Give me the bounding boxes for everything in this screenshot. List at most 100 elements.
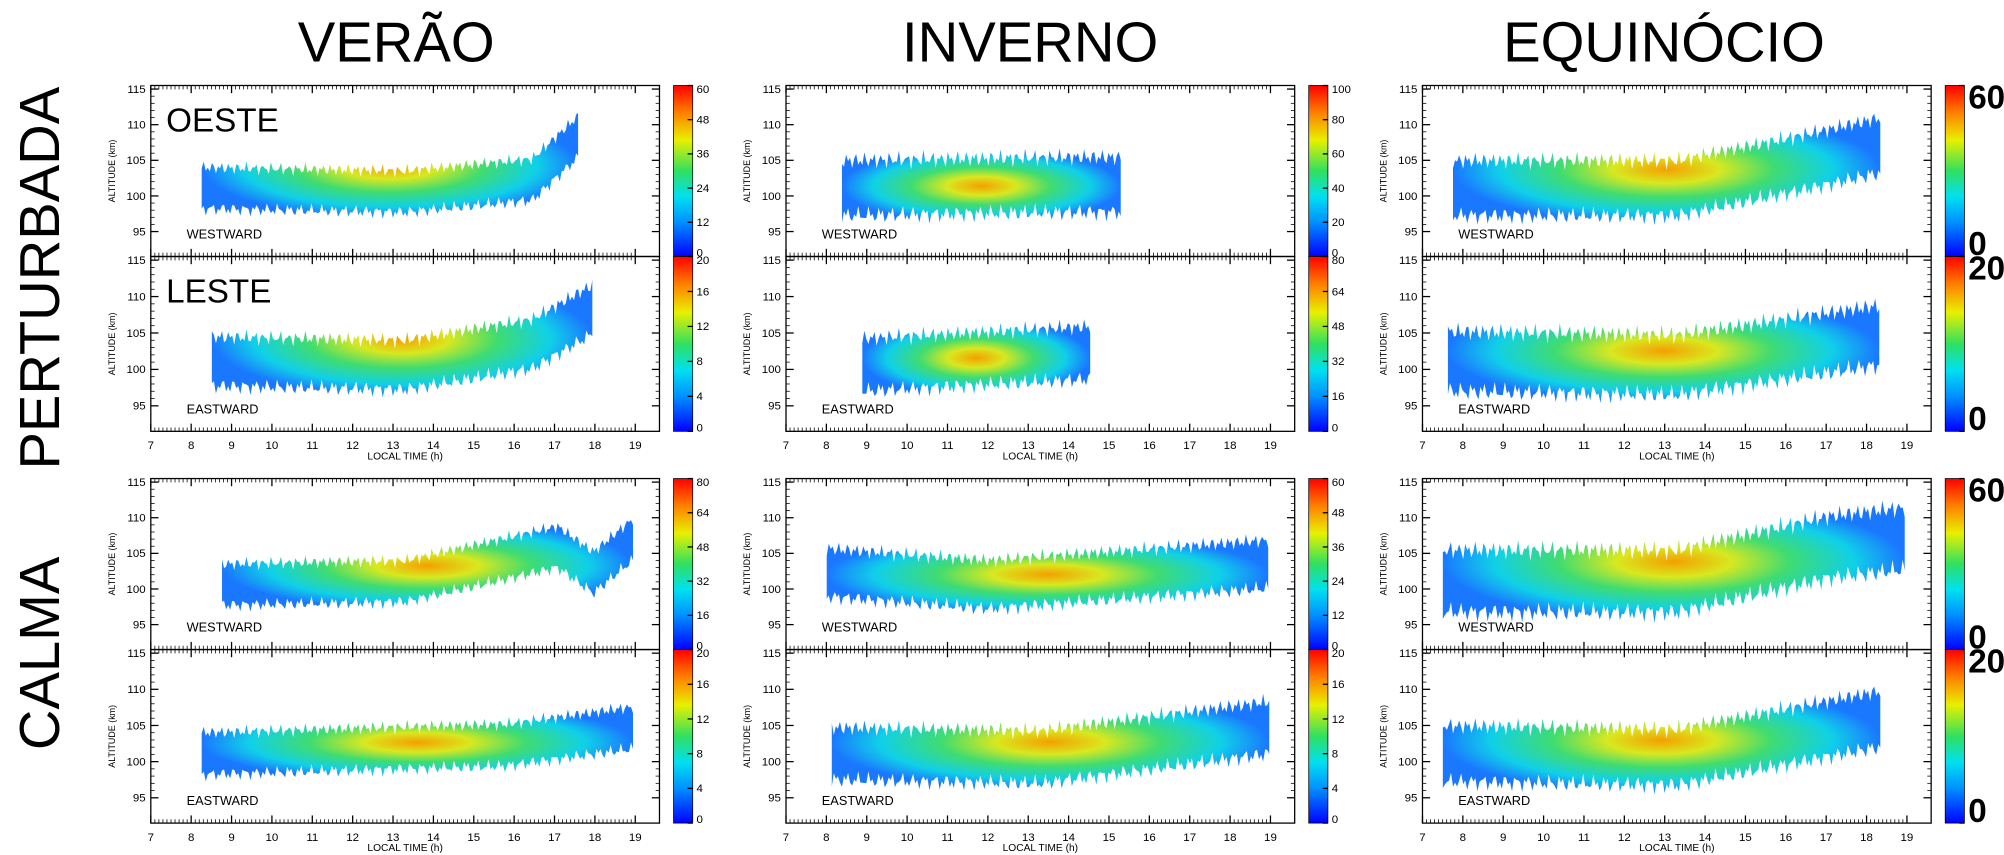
colorbar-tick-label: 64 <box>697 508 710 520</box>
x-tick-label: 18 <box>1224 832 1237 844</box>
colorbar-tick-label: 80 <box>1332 255 1345 267</box>
panel-label: LESTE <box>166 273 271 310</box>
colorbar <box>1944 256 1965 432</box>
y-tick-label: 115 <box>127 84 145 96</box>
colorbar-tick-label: 32 <box>1332 356 1345 368</box>
y-tick-label: 110 <box>763 120 781 132</box>
colorbar-tick-label: 16 <box>1332 679 1345 691</box>
colorbar <box>1308 478 1329 650</box>
y-tick-label: 115 <box>1399 255 1417 267</box>
y-tick-label: 105 <box>762 720 781 732</box>
panel: 7 8 9 10 11 12 13 14 15 16 17 18 19 LOCAL TIME (h) 95 1… <box>742 255 1345 462</box>
echo-region <box>831 693 1270 791</box>
y-tick-label: 95 <box>1405 401 1418 413</box>
colorbar-tick-label: 20 <box>697 648 710 660</box>
colorbar-tick-label: 0 <box>1332 422 1338 434</box>
echo-region <box>222 520 634 612</box>
y-tick-label: 100 <box>762 191 781 203</box>
x-tick-label: 9 <box>1500 440 1506 452</box>
y-tick-label: 115 <box>127 648 145 660</box>
y-tick-label: 110 <box>127 513 145 525</box>
panel: 95 100 105 110 115 ALTITUDE (km) WESTWARD 0 60 <box>1379 473 2004 657</box>
x-tick-label: 15 <box>1739 832 1752 844</box>
row-title: PERTURBADA <box>8 86 71 469</box>
row-title: CALMA <box>8 556 71 750</box>
direction-label: EASTWARD <box>822 401 894 416</box>
echo-region <box>1442 500 1905 623</box>
x-tick-label: 12 <box>346 440 359 452</box>
colorbar-tick-label: 60 <box>1968 79 2004 116</box>
direction-label: WESTWARD <box>822 620 897 635</box>
x-tick-label: 8 <box>1460 832 1466 844</box>
y-tick-label: 115 <box>1399 648 1417 660</box>
y-tick-label: 95 <box>133 619 146 631</box>
colorbar-tick-label: 4 <box>1332 783 1339 795</box>
panel: 7 8 9 10 11 12 13 14 15 16 17 18 19 LOCAL TIME (h) 95 1… <box>107 648 709 854</box>
y-axis-label: ALTITUDE (km) <box>742 533 752 596</box>
colorbar-tick-label: 100 <box>1332 84 1351 96</box>
y-tick-label: 115 <box>1399 477 1417 489</box>
x-tick-label: 13 <box>387 440 400 452</box>
x-tick-label: 10 <box>266 440 279 452</box>
y-tick-label: 100 <box>127 364 146 376</box>
colorbar-tick-label: 16 <box>1332 391 1345 403</box>
panel: 95 100 105 110 115 ALTITUDE (km) WESTWARD 0 60 <box>1379 79 2004 263</box>
x-tick-label: 7 <box>783 832 789 844</box>
direction-label: EASTWARD <box>1458 793 1530 808</box>
x-tick-label: 18 <box>1860 440 1873 452</box>
y-tick-label: 110 <box>763 684 781 696</box>
y-tick-label: 100 <box>127 756 146 768</box>
x-tick-label: 14 <box>1699 832 1712 844</box>
x-tick-label: 9 <box>864 832 870 844</box>
y-tick-label: 115 <box>763 255 781 267</box>
x-tick-label: 19 <box>1901 832 1914 844</box>
y-axis-label: ALTITUDE (km) <box>1379 533 1389 596</box>
x-tick-label: 17 <box>1820 832 1833 844</box>
x-tick-label: 17 <box>1183 832 1196 844</box>
y-tick-label: 105 <box>127 720 146 732</box>
colorbar-tick-label: 12 <box>697 321 710 333</box>
y-tick-label: 110 <box>127 120 145 132</box>
colorbar <box>673 85 694 257</box>
y-tick-label: 110 <box>763 513 781 525</box>
y-tick-label: 105 <box>762 548 781 560</box>
colorbar <box>1308 256 1329 432</box>
y-tick-label: 115 <box>763 648 781 660</box>
y-axis-label: ALTITUDE (km) <box>742 313 752 376</box>
x-tick-label: 14 <box>427 440 440 452</box>
panel: 7 8 9 10 11 12 13 14 15 16 17 18 19 LOCAL TIME (h) 95 1… <box>742 648 1344 854</box>
colorbar-tick-label: 8 <box>697 356 703 368</box>
y-tick-label: 95 <box>133 401 146 413</box>
y-tick-label: 100 <box>1398 191 1417 203</box>
colorbar <box>673 478 694 650</box>
y-axis-label: ALTITUDE (km) <box>1379 140 1389 203</box>
y-tick-label: 115 <box>1399 84 1417 96</box>
colorbar-tick-label: 0 <box>1332 814 1338 826</box>
x-tick-label: 14 <box>1062 440 1075 452</box>
y-tick-label: 105 <box>127 548 146 560</box>
y-tick-label: 110 <box>127 684 145 696</box>
colorbar-tick-label: 20 <box>1968 644 2004 681</box>
x-tick-label: 14 <box>1062 832 1075 844</box>
x-tick-label: 19 <box>629 440 642 452</box>
colorbar-tick-label: 0 <box>1332 248 1338 260</box>
echo-region <box>826 534 1269 615</box>
y-tick-label: 105 <box>1398 328 1417 340</box>
x-tick-label: 8 <box>188 440 194 452</box>
y-tick-label: 100 <box>762 756 781 768</box>
colorbar-tick-label: 20 <box>1968 250 2004 287</box>
column-title: VERÃO <box>298 10 495 73</box>
panel: 7 8 9 10 11 12 13 14 15 16 17 18 19 LOCAL TIME (h) 95 1… <box>107 255 709 462</box>
x-axis-label: LOCAL TIME (h) <box>367 843 442 854</box>
y-tick-label: 110 <box>1399 684 1417 696</box>
echo-region <box>841 148 1121 224</box>
colorbar-tick-label: 80 <box>697 477 710 489</box>
panel: 95 100 105 110 115 ALTITUDE (km) WESTWARD 0 12 24… <box>742 477 1345 653</box>
y-tick-label: 110 <box>127 291 145 303</box>
x-tick-label: 18 <box>588 440 601 452</box>
x-tick-label: 16 <box>1143 440 1156 452</box>
direction-label: WESTWARD <box>1458 620 1533 635</box>
x-axis-label: LOCAL TIME (h) <box>1639 843 1714 854</box>
